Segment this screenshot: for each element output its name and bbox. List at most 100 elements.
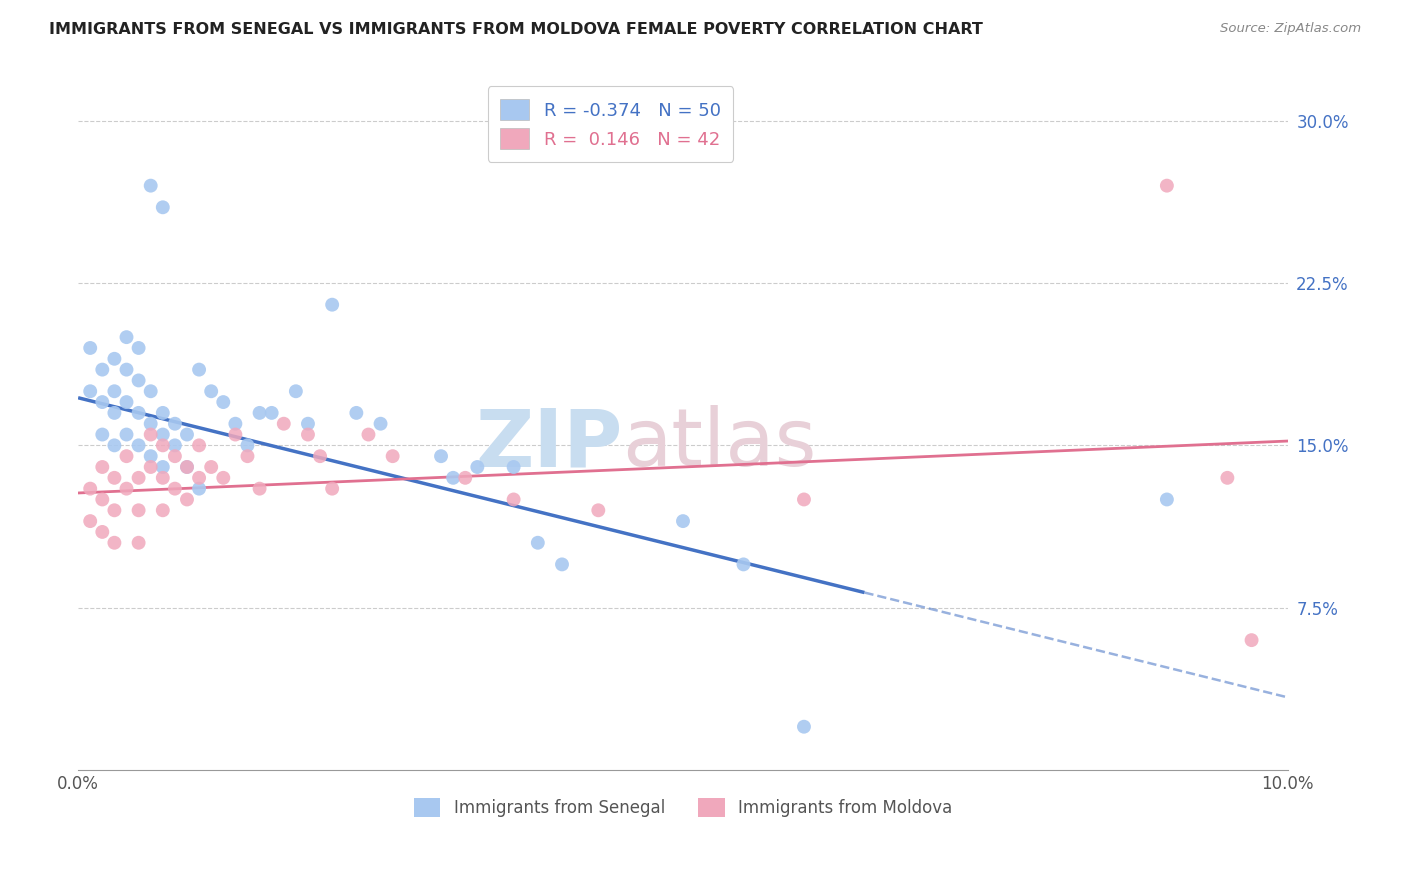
Point <box>103 406 125 420</box>
Point <box>297 427 319 442</box>
Point <box>551 113 574 128</box>
Point <box>441 471 464 485</box>
Point <box>103 438 125 452</box>
Point <box>200 460 222 475</box>
Point <box>103 351 125 366</box>
Point <box>103 384 125 399</box>
Point <box>249 406 271 420</box>
Point <box>309 449 332 463</box>
Point <box>176 460 198 475</box>
Point <box>115 449 138 463</box>
Point <box>152 471 174 485</box>
Point <box>152 406 174 420</box>
Point <box>527 535 550 549</box>
Point <box>176 492 198 507</box>
Point <box>152 503 174 517</box>
Point <box>297 417 319 431</box>
Point <box>91 524 114 539</box>
Point <box>236 449 259 463</box>
Point <box>344 406 367 420</box>
Point <box>163 438 186 452</box>
Point <box>502 492 524 507</box>
Point <box>163 417 186 431</box>
Point <box>139 178 162 193</box>
Point <box>212 471 235 485</box>
Point <box>115 395 138 409</box>
Text: ZIP: ZIP <box>475 406 623 483</box>
Text: IMMIGRANTS FROM SENEGAL VS IMMIGRANTS FROM MOLDOVA FEMALE POVERTY CORRELATION CH: IMMIGRANTS FROM SENEGAL VS IMMIGRANTS FR… <box>49 22 983 37</box>
Point <box>588 503 610 517</box>
Point <box>91 362 114 376</box>
Point <box>152 438 174 452</box>
Point <box>224 427 246 442</box>
Point <box>1156 492 1178 507</box>
Point <box>188 362 211 376</box>
Text: Source: ZipAtlas.com: Source: ZipAtlas.com <box>1220 22 1361 36</box>
Text: atlas: atlas <box>623 406 817 483</box>
Point <box>502 460 524 475</box>
Point <box>357 427 380 442</box>
Point <box>249 482 271 496</box>
Point <box>152 460 174 475</box>
Point <box>79 482 101 496</box>
Point <box>163 449 186 463</box>
Point <box>79 341 101 355</box>
Point <box>152 427 174 442</box>
Point <box>139 384 162 399</box>
Point <box>224 417 246 431</box>
Point <box>465 460 488 475</box>
Point <box>430 449 453 463</box>
Point <box>236 438 259 452</box>
Point <box>200 384 222 399</box>
Point <box>115 330 138 344</box>
Point <box>139 427 162 442</box>
Point <box>188 471 211 485</box>
Point <box>188 438 211 452</box>
Point <box>79 514 101 528</box>
Point <box>128 406 150 420</box>
Point <box>139 417 162 431</box>
Point <box>176 427 198 442</box>
Point <box>793 720 815 734</box>
Point <box>139 460 162 475</box>
Point <box>793 492 815 507</box>
Point <box>91 492 114 507</box>
Point <box>260 406 283 420</box>
Point <box>1156 178 1178 193</box>
Point <box>128 471 150 485</box>
Point <box>212 395 235 409</box>
Point <box>551 558 574 572</box>
Point <box>103 471 125 485</box>
Point <box>152 200 174 214</box>
Point <box>128 373 150 387</box>
Point <box>1216 471 1239 485</box>
Point <box>128 341 150 355</box>
Point <box>115 362 138 376</box>
Point <box>103 503 125 517</box>
Point <box>91 427 114 442</box>
Point <box>91 395 114 409</box>
Point <box>188 482 211 496</box>
Point <box>321 298 343 312</box>
Point <box>115 482 138 496</box>
Point <box>91 460 114 475</box>
Point <box>381 449 404 463</box>
Point <box>284 384 307 399</box>
Point <box>273 417 295 431</box>
Point <box>454 471 477 485</box>
Point <box>672 514 695 528</box>
Point <box>321 482 343 496</box>
Point <box>1240 633 1263 648</box>
Legend: Immigrants from Senegal, Immigrants from Moldova: Immigrants from Senegal, Immigrants from… <box>406 791 959 824</box>
Point <box>139 449 162 463</box>
Point <box>733 558 755 572</box>
Point <box>163 482 186 496</box>
Point <box>103 535 125 549</box>
Point <box>128 503 150 517</box>
Point <box>176 460 198 475</box>
Point <box>115 427 138 442</box>
Point <box>128 438 150 452</box>
Point <box>79 384 101 399</box>
Point <box>128 535 150 549</box>
Point <box>370 417 392 431</box>
